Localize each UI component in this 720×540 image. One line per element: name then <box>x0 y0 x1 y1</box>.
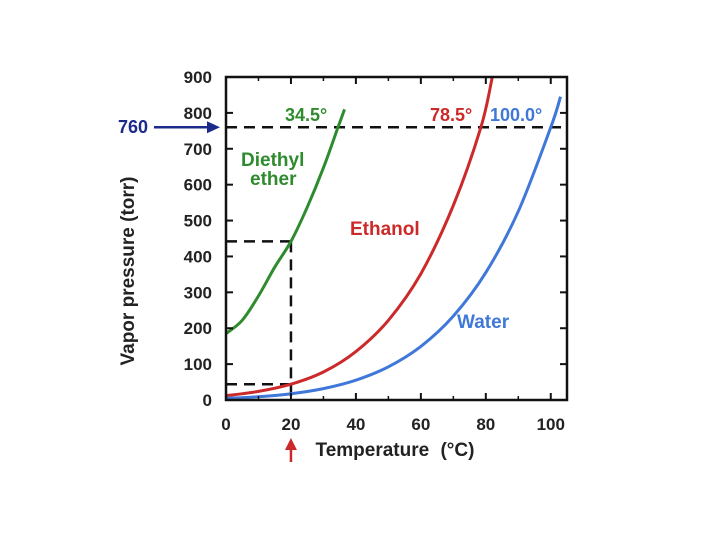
x-axis-title-text: Temperature <box>316 440 430 461</box>
y-tick-label: 300 <box>184 283 212 302</box>
annotation-arrows: 760 <box>118 117 297 462</box>
y-tick-label: 100 <box>184 355 212 374</box>
x-tick-label: 60 <box>411 415 430 434</box>
standard-pressure-arrow-head <box>207 121 220 134</box>
plot-frame <box>224 75 569 402</box>
boiling-point-label-diethyl-ether: 34.5° <box>285 105 327 125</box>
y-tick-label: 0 <box>203 391 212 410</box>
tick-labels: 0 20 40 60 80 100 0 100 200 300 400 500 600 700 800 900 <box>184 68 565 434</box>
y-tick-label: 800 <box>184 104 212 123</box>
x-tick-label: 20 <box>281 415 300 434</box>
series-label-ethanol: Ethanol <box>350 219 420 240</box>
series-line-2 <box>226 96 562 400</box>
y-tick-label: 500 <box>184 212 212 231</box>
series-line-1 <box>226 77 494 398</box>
y-tick-label: 400 <box>184 247 212 266</box>
axis-ticks <box>225 76 567 401</box>
boiling-point-label-ethanol: 78.5° <box>430 105 472 125</box>
x-tick-label: 0 <box>221 415 230 434</box>
series-label-diethyl-ether-line1: Diethyl <box>241 150 304 171</box>
boiling-point-label-water: 100.0° <box>490 105 542 125</box>
series-label-water: Water <box>457 312 510 333</box>
y-tick-label: 600 <box>184 176 212 195</box>
reference-lines <box>226 125 567 400</box>
standard-pressure-label: 760 <box>118 117 148 137</box>
series-label-diethyl-ether-line2: ether <box>250 169 297 190</box>
y-tick-label: 900 <box>184 68 212 87</box>
x-tick-label: 40 <box>346 415 365 434</box>
series-line-0 <box>226 108 346 335</box>
x-tick-label: 100 <box>537 415 565 434</box>
x-axis-unit: (°C) <box>440 440 474 461</box>
y-tick-label: 200 <box>184 319 212 338</box>
x-axis-title: Temperature (°C) <box>316 440 475 461</box>
y-tick-label: 700 <box>184 140 212 159</box>
reference-temperature-arrow-head <box>284 438 297 450</box>
x-tick-label: 80 <box>476 415 495 434</box>
y-axis-title: Vapor pressure (torr) <box>118 177 139 366</box>
